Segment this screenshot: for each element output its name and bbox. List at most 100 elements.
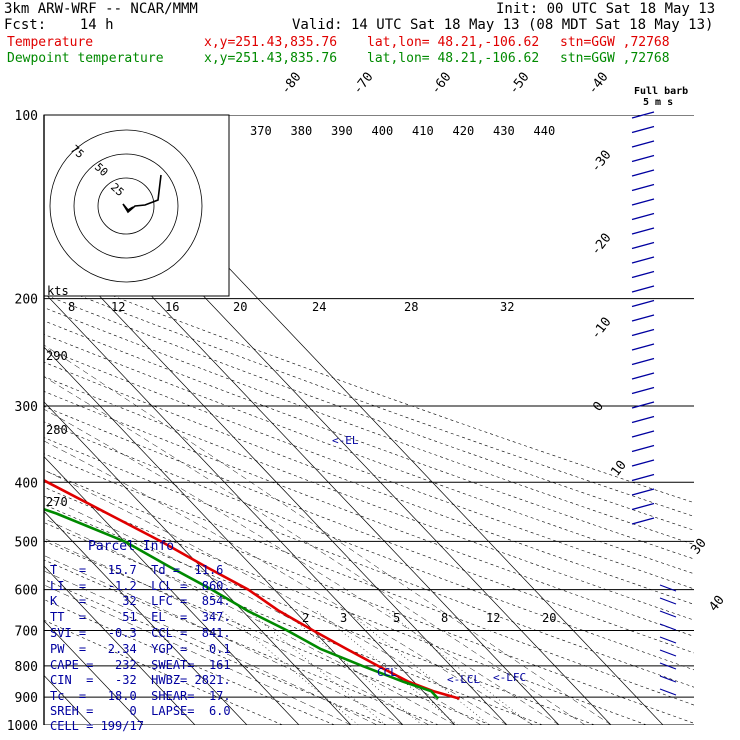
isotherm-label: 40 [706, 593, 727, 615]
isotherm-line [44, 237, 508, 725]
wind-barb [631, 430, 655, 438]
pressure-tick-label: 300 [15, 400, 38, 415]
isotherm-label: -80 [278, 70, 304, 98]
pressure-tick-label: 1000 [7, 719, 38, 734]
wind-barb [631, 154, 655, 163]
dry-adiabat-line [44, 437, 694, 688]
mixing-ratio-label: 2 [302, 611, 309, 625]
moist-adiabat-line [44, 518, 456, 725]
wind-barb [631, 415, 655, 424]
dry-adiabat-label: 280 [46, 423, 68, 437]
pressure-tick-label: 900 [15, 691, 38, 706]
temperature-stn-label: stn=GGW ,72768 [560, 35, 670, 50]
hodograph-x-tick-label: 28 [404, 300, 418, 314]
moist-adiabat-line [44, 495, 482, 725]
isotherm-label: 10 [608, 458, 629, 480]
wind-barb [631, 169, 655, 177]
parcel-info-title: Parcel Info [88, 539, 175, 554]
wind-barb [631, 328, 655, 337]
parcel-row: LI = -1.2 LCL = 860. [50, 579, 231, 593]
parcel-annotation: <-EL [332, 434, 359, 447]
mixing-ratio-line [248, 610, 387, 725]
theta-label: 370 [250, 124, 272, 138]
hodograph-ring [97, 177, 155, 235]
model-label: 3km ARW-WRF -- NCAR/MMM [4, 1, 198, 17]
parcel-annotation: CCL [377, 666, 397, 679]
pressure-tick-label: 500 [15, 535, 38, 550]
wind-barb [631, 517, 655, 525]
dry-adiabat-line [44, 504, 595, 725]
isotherm-line [44, 291, 456, 725]
pressure-tick-label: 600 [15, 584, 38, 599]
init-label: Init: 00 UTC Sat 18 May 13 [496, 1, 716, 17]
isotherm-label: -70 [350, 70, 376, 98]
dewpoint-latlon-label: lat,lon= 48.21,-106.62 [367, 51, 540, 66]
dewpoint-stn-label: stn=GGW ,72768 [560, 51, 670, 66]
wind-barb [631, 125, 655, 134]
theta-label: 420 [453, 124, 475, 138]
dry-adiabat-label: 290 [46, 349, 68, 363]
dry-adiabat-line [44, 619, 283, 725]
parcel-row: Tc = 18.0 SHEAR= 17. [50, 689, 231, 703]
parcel-annotation: <-LFC [493, 671, 526, 684]
temperature-series-line [44, 478, 460, 700]
dry-adiabat-label: 270 [46, 495, 68, 509]
isotherm-label: 0 [590, 399, 607, 414]
wind-barb [659, 688, 677, 696]
theta-label: 440 [534, 124, 556, 138]
theta-label: 430 [493, 124, 515, 138]
theta-label: 400 [372, 124, 394, 138]
dewpoint-legend-label: Dewpoint temperature [7, 51, 164, 66]
wind-barb [631, 198, 655, 206]
wind-barb [631, 401, 655, 409]
mixing-ratio-label: 12 [486, 611, 500, 625]
wind-barb [631, 256, 655, 264]
dewpoint-series-line [44, 507, 440, 700]
mixing-ratio-line [282, 610, 423, 725]
dry-adiabat-line [44, 347, 694, 590]
pressure-tick-label: 200 [15, 293, 38, 308]
mixing-ratio-line [221, 610, 359, 725]
moist-adiabat-line [44, 570, 378, 725]
theta-label: 410 [412, 124, 434, 138]
parcel-row: TT = 51 EL = 347. [50, 610, 231, 624]
parcel-annotation: <-LCL [447, 673, 480, 686]
wind-barb [631, 299, 655, 308]
valid-label: Valid: 14 UTC Sat 18 May 13 (08 MDT Sat … [292, 17, 714, 33]
hodograph-x-tick-label: 8 [68, 300, 75, 314]
parcel-row: SREH = 0 LAPSE= 6.0 [50, 704, 231, 718]
dry-adiabat-line [44, 320, 694, 560]
wind-barb [631, 314, 655, 322]
parcel-row: SVI = -0.3 CCL = 841. [50, 626, 231, 640]
hodograph-ring [49, 129, 203, 283]
hodograph-unit-label: kts [47, 284, 69, 298]
wind-barb [659, 584, 677, 592]
moist-adiabat-line [44, 408, 560, 725]
hodograph-x-tick-label: 24 [312, 300, 326, 314]
isotherm-label: -60 [428, 70, 454, 98]
wind-barb [631, 140, 655, 148]
wind-barb [659, 636, 677, 644]
pressure-tick-label: 700 [15, 625, 38, 640]
wind-barb [631, 386, 655, 395]
moist-adiabat-line [44, 469, 508, 725]
barb-legend-value: 5 m s [643, 97, 674, 108]
hodograph-x-tick-label: 16 [165, 300, 179, 314]
dry-adiabat-line [44, 281, 694, 517]
hodograph-trace [122, 174, 162, 214]
dry-adiabat-line [44, 559, 439, 725]
barb-legend-title: Full barb [634, 86, 689, 97]
parcel-row: PW = 2.34 YGP = 0.1 [50, 642, 231, 656]
dry-adiabat-line [44, 453, 694, 706]
hodograph-x-tick-label: 20 [233, 300, 247, 314]
parcel-row: T = 15.7 Td = 11.6 [50, 563, 224, 577]
moist-adiabat-line [44, 376, 586, 725]
dry-adiabat-line [44, 522, 543, 725]
pressure-tick-label: 100 [15, 109, 38, 124]
isotherm-label: -30 [588, 148, 614, 176]
moist-adiabat-line [44, 555, 404, 725]
theta-label: 380 [291, 124, 313, 138]
dewpoint-xy-label: x,y=251.43,835.76 [204, 51, 338, 66]
